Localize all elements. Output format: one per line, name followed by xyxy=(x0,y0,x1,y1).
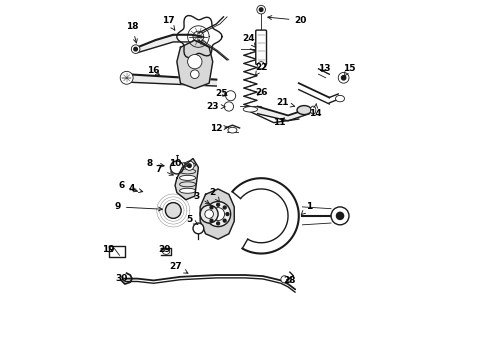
Circle shape xyxy=(134,47,137,51)
Circle shape xyxy=(193,223,204,234)
Polygon shape xyxy=(200,189,234,239)
Polygon shape xyxy=(258,107,310,121)
Circle shape xyxy=(338,72,349,83)
Text: 24: 24 xyxy=(242,34,256,48)
Circle shape xyxy=(131,45,140,53)
Circle shape xyxy=(210,206,213,209)
Text: 29: 29 xyxy=(158,246,171,255)
Text: 30: 30 xyxy=(115,274,127,283)
Circle shape xyxy=(171,161,183,174)
Circle shape xyxy=(257,5,266,14)
Circle shape xyxy=(223,219,226,222)
Text: 25: 25 xyxy=(216,89,228,98)
Text: 13: 13 xyxy=(318,64,330,73)
Circle shape xyxy=(225,91,236,101)
Circle shape xyxy=(188,164,191,167)
Text: 5: 5 xyxy=(186,215,198,225)
Polygon shape xyxy=(126,74,216,86)
Text: 6: 6 xyxy=(118,181,138,192)
Text: 3: 3 xyxy=(194,192,210,204)
Ellipse shape xyxy=(179,175,196,180)
Circle shape xyxy=(210,219,213,222)
Text: 28: 28 xyxy=(284,276,296,285)
Text: 26: 26 xyxy=(255,87,268,96)
FancyBboxPatch shape xyxy=(256,30,267,64)
Text: 19: 19 xyxy=(102,246,115,255)
Text: 27: 27 xyxy=(169,262,188,273)
Ellipse shape xyxy=(163,249,170,255)
Circle shape xyxy=(224,102,234,111)
Text: 1: 1 xyxy=(301,202,313,215)
Ellipse shape xyxy=(179,188,196,193)
Circle shape xyxy=(217,222,220,225)
Polygon shape xyxy=(177,40,213,89)
Text: 7: 7 xyxy=(156,165,173,175)
Ellipse shape xyxy=(179,169,196,174)
Text: 14: 14 xyxy=(309,104,321,118)
Text: 20: 20 xyxy=(268,15,307,25)
Text: 11: 11 xyxy=(273,118,285,127)
Text: 21: 21 xyxy=(276,98,294,107)
Text: 10: 10 xyxy=(169,159,188,168)
Circle shape xyxy=(281,276,288,283)
Polygon shape xyxy=(177,15,222,58)
Text: 23: 23 xyxy=(206,102,225,111)
Ellipse shape xyxy=(311,106,316,114)
Circle shape xyxy=(259,8,263,12)
Circle shape xyxy=(207,213,210,216)
Polygon shape xyxy=(137,35,202,53)
Circle shape xyxy=(166,203,181,219)
Text: 16: 16 xyxy=(147,66,160,76)
Circle shape xyxy=(342,76,346,80)
Circle shape xyxy=(217,203,220,206)
Circle shape xyxy=(331,207,349,225)
Circle shape xyxy=(191,70,199,78)
Ellipse shape xyxy=(297,105,311,114)
Polygon shape xyxy=(175,158,198,200)
Ellipse shape xyxy=(243,107,258,112)
Circle shape xyxy=(258,62,265,69)
Text: 18: 18 xyxy=(126,22,138,43)
Text: 9: 9 xyxy=(115,202,162,211)
Text: 4: 4 xyxy=(129,184,143,193)
Circle shape xyxy=(226,213,229,216)
Text: 2: 2 xyxy=(210,188,220,202)
Ellipse shape xyxy=(336,95,344,102)
Circle shape xyxy=(120,71,133,84)
Circle shape xyxy=(223,206,226,209)
Circle shape xyxy=(212,208,224,221)
Circle shape xyxy=(185,161,194,170)
Text: 17: 17 xyxy=(162,16,175,30)
Text: 12: 12 xyxy=(210,123,228,132)
Circle shape xyxy=(200,205,218,223)
Text: 22: 22 xyxy=(255,63,268,75)
Circle shape xyxy=(188,54,202,69)
Ellipse shape xyxy=(179,162,196,167)
Circle shape xyxy=(205,202,231,226)
Ellipse shape xyxy=(179,182,196,187)
Circle shape xyxy=(205,210,214,219)
Ellipse shape xyxy=(228,127,237,133)
Circle shape xyxy=(337,212,343,220)
Text: 8: 8 xyxy=(147,159,164,168)
Text: 15: 15 xyxy=(343,64,355,76)
